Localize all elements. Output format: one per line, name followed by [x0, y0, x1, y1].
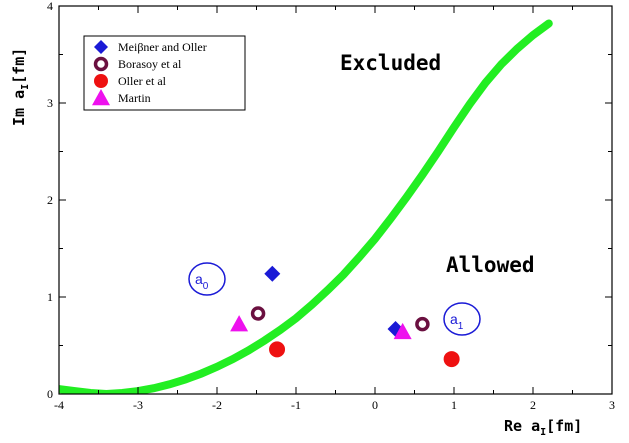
- circle-data-point: [269, 341, 286, 358]
- legend-marker-circle: [94, 74, 108, 88]
- svg-text:a0: a0: [195, 271, 209, 292]
- x-tick-label: 0: [372, 398, 378, 412]
- excluded-label: Excluded: [340, 51, 441, 75]
- ring-data-point: [415, 316, 430, 332]
- diamond-data-point: [264, 265, 281, 282]
- a1-sub: 1: [458, 321, 464, 332]
- legend-marker-ring: [93, 56, 109, 72]
- legend-label: Oller et al: [118, 74, 167, 88]
- a1-main: a: [450, 311, 458, 327]
- legend-label: Meiβner and Oller: [118, 40, 207, 54]
- x-tick-label: 1: [451, 398, 457, 412]
- triangle-data-point: [393, 322, 412, 340]
- x-tick-label: 3: [609, 398, 615, 412]
- ring-data-point: [250, 306, 266, 321]
- y-tick-label: 4: [47, 0, 53, 13]
- x-axis-title: Re aI[fm]: [504, 417, 582, 438]
- boundary-curve: [59, 19, 553, 394]
- a0-sub: 0: [203, 281, 209, 292]
- legend-label: Borasoy et al: [118, 57, 182, 71]
- y-tick-label: 0: [47, 387, 53, 401]
- x-tick-label: -2: [212, 398, 222, 412]
- y-tick-label: 1: [47, 290, 53, 304]
- y-tick-label: 2: [47, 193, 53, 207]
- a0-main: a: [195, 271, 203, 287]
- legend-marker-diamond: [94, 40, 108, 54]
- x-tick-label: -1: [291, 398, 301, 412]
- allowed-label: Allowed: [446, 253, 535, 277]
- legend: Meiβner and Oller Borasoy et al Oller et a…: [83, 35, 246, 111]
- legend-marker-triangle: [92, 89, 110, 106]
- circle-data-point: [443, 351, 460, 368]
- x-tick-label: -4: [54, 398, 64, 412]
- x-tick-label: -3: [133, 398, 143, 412]
- legend-box: [83, 35, 246, 111]
- a1-annotation: a1: [443, 302, 481, 336]
- a0-annotation: a0: [188, 262, 226, 296]
- svg-text:a1: a1: [450, 311, 464, 332]
- y-axis-title: Im aI[fm]: [10, 48, 31, 126]
- legend-label: Martin: [118, 91, 151, 105]
- plot-frame: [58, 5, 613, 395]
- x-tick-label: 2: [530, 398, 536, 412]
- triangle-data-point: [230, 315, 249, 332]
- y-tick-label: 3: [47, 96, 53, 110]
